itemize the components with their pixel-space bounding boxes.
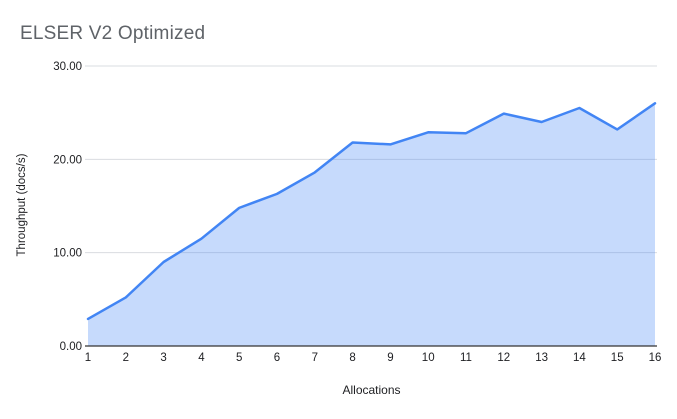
x-tick-label: 13 [535, 352, 548, 364]
x-tick-label: 6 [274, 352, 280, 364]
x-tick-label: 8 [349, 352, 355, 364]
x-tick-label: 7 [312, 352, 318, 364]
x-tick-label: 12 [497, 352, 510, 364]
y-tick-label: 30.00 [53, 61, 82, 73]
chart-title: ELSER V2 Optimized [20, 23, 206, 44]
y-tick-label: 10.00 [53, 248, 82, 260]
y-axis-title: Throughput (docs/s) [16, 153, 28, 257]
x-tick-label: 9 [387, 352, 393, 364]
y-tick-label: 20.00 [53, 154, 82, 166]
x-tick-label: 10 [422, 352, 435, 364]
x-tick-label: 16 [649, 352, 662, 364]
x-tick-label: 3 [160, 352, 166, 364]
x-tick-label: 11 [460, 352, 472, 364]
x-tick-label: 5 [236, 352, 242, 364]
x-tick-label: 14 [573, 352, 586, 364]
area-fill [88, 103, 655, 346]
line-series [86, 102, 657, 321]
x-tick-label: 1 [85, 352, 91, 364]
x-tick-label: 2 [123, 352, 129, 364]
y-tick-label: 0.00 [60, 341, 82, 353]
x-tick-label: 4 [198, 352, 205, 364]
x-tick-label: 15 [611, 352, 624, 364]
x-axis-title: Allocations [342, 383, 401, 397]
